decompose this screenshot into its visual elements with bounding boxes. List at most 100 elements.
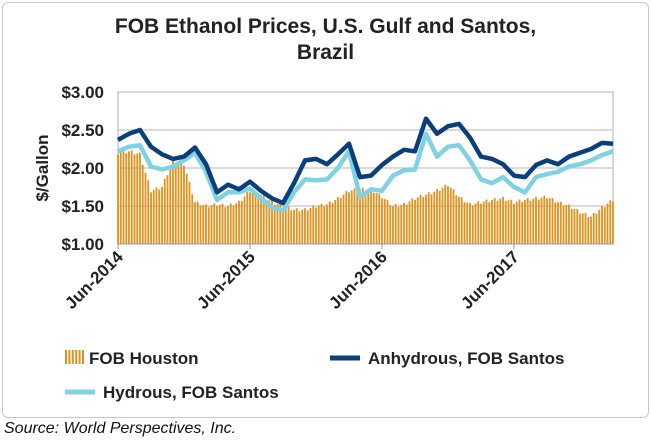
bar-fob-houston [298, 211, 301, 244]
bar-fob-houston [295, 208, 298, 244]
bar-fob-houston [394, 204, 397, 244]
bar-fob-houston [312, 205, 315, 244]
bar-fob-houston [389, 205, 392, 244]
bar-fob-houston [163, 178, 166, 244]
bar-fob-houston [427, 192, 430, 244]
bar-fob-houston [496, 200, 499, 244]
bar-fob-houston [513, 203, 515, 244]
bar-fob-houston [460, 197, 463, 244]
bar-fob-houston [592, 212, 595, 244]
y-tick-label: $1.50 [61, 197, 104, 216]
bar-fob-houston [221, 203, 224, 244]
bar-fob-houston [180, 161, 183, 244]
y-tick-label: $2.00 [61, 159, 104, 178]
bar-fob-houston [521, 202, 524, 244]
title-line-2: Brazil [296, 41, 355, 64]
bar-fob-houston [249, 192, 251, 244]
bar-fob-houston [416, 197, 419, 244]
x-tick-label: Jun-2017 [457, 247, 523, 313]
bar-fob-houston [306, 210, 309, 244]
bar-fob-houston [262, 194, 265, 244]
bar-fob-houston [422, 197, 425, 244]
legend-fob-houston: FOB Houston [65, 349, 199, 368]
bar-fob-houston [411, 198, 414, 244]
bar-fob-houston [229, 203, 232, 244]
bar-fob-houston [447, 186, 449, 244]
bar-fob-houston [433, 191, 436, 244]
bar-fob-houston [403, 202, 405, 244]
bar-fob-houston [603, 207, 606, 244]
line-hydrous-fob-santos [117, 131, 614, 213]
bar-fob-houston [414, 199, 416, 244]
bar-fob-houston [268, 200, 271, 244]
y-axis-label: $/Gallon [33, 134, 52, 201]
bar-fob-houston [260, 194, 262, 244]
bar-fob-houston [543, 195, 546, 244]
bar-fob-houston [551, 198, 554, 244]
bar-fob-houston [480, 203, 482, 244]
bar-fob-houston [477, 201, 480, 244]
bar-fob-houston [537, 199, 540, 244]
legend-swatch-bar [75, 350, 78, 364]
line-anhydrous-fob-santos [116, 116, 614, 206]
bar-fob-houston [449, 187, 452, 244]
bar-fob-houston [271, 200, 273, 244]
bar-fob-houston [524, 199, 526, 244]
bar-fob-houston [364, 190, 367, 244]
bar-fob-houston [353, 188, 356, 244]
bar-fob-houston [345, 191, 348, 244]
bar-fob-houston [328, 201, 331, 244]
bar-fob-houston [493, 198, 496, 244]
legend-swatch-bar [65, 350, 67, 364]
bar-fob-houston [317, 205, 320, 244]
bar-fob-houston [557, 202, 559, 244]
bar-fob-houston [251, 191, 254, 244]
x-tick-label: Jun-2014 [61, 247, 127, 313]
source-note: Source: World Perspectives, Inc. [4, 420, 237, 437]
bar-fob-houston [177, 162, 180, 244]
bar-fob-houston [548, 198, 551, 244]
bar-fob-houston [581, 213, 584, 244]
bar-fob-houston [172, 158, 174, 244]
legend-swatch-bar [71, 350, 74, 364]
bar-fob-houston [419, 194, 422, 244]
bar-fob-houston [301, 209, 304, 244]
bar-fob-houston [235, 203, 238, 244]
bar-fob-houston [166, 175, 169, 244]
bar-fob-houston [350, 190, 353, 244]
bar-fob-houston [455, 195, 458, 244]
bar-fob-houston [232, 205, 235, 244]
bar-fob-houston [562, 205, 565, 244]
bar-fob-houston [540, 197, 543, 244]
bar-fob-houston [359, 189, 361, 244]
chart-title: FOB Ethanol Prices, U.S. Gulf and Santos… [0, 14, 651, 66]
bar-fob-houston [169, 167, 172, 244]
bar-fob-houston [529, 200, 532, 244]
bar-fob-houston [117, 154, 119, 244]
bar-fob-houston [342, 194, 345, 244]
bar-fob-houston [122, 150, 125, 244]
bar-fob-houston [183, 165, 185, 244]
bar-fob-houston [559, 201, 562, 244]
bar-fob-houston [136, 153, 139, 244]
bar-fob-houston [152, 189, 155, 244]
bar-fob-houston [218, 204, 221, 244]
bar-fob-houston [130, 150, 133, 244]
bar-fob-houston [587, 217, 590, 244]
bar-fob-houston [590, 216, 592, 244]
bar-fob-houston [598, 209, 601, 244]
bar-fob-houston [304, 208, 306, 244]
bar-fob-houston [601, 206, 603, 244]
legend-anhydrous-fob-santos: Anhydrous, FOB Santos [330, 349, 564, 368]
bar-fob-houston [128, 151, 130, 244]
bar-fob-houston [188, 181, 191, 244]
bar-fob-houston [243, 196, 246, 244]
bar-fob-houston [367, 189, 370, 244]
bar-fob-houston [174, 162, 177, 244]
bar-fob-houston [213, 203, 216, 244]
bar-fob-houston [309, 207, 312, 244]
bar-fob-houston [381, 198, 383, 244]
bar-fob-houston [284, 206, 287, 244]
bar-fob-houston [337, 196, 339, 244]
chart: $1.00 $1.50 $2.00 $2.50 $3.00 Jun-2014 Jun-201… [33, 83, 614, 402]
